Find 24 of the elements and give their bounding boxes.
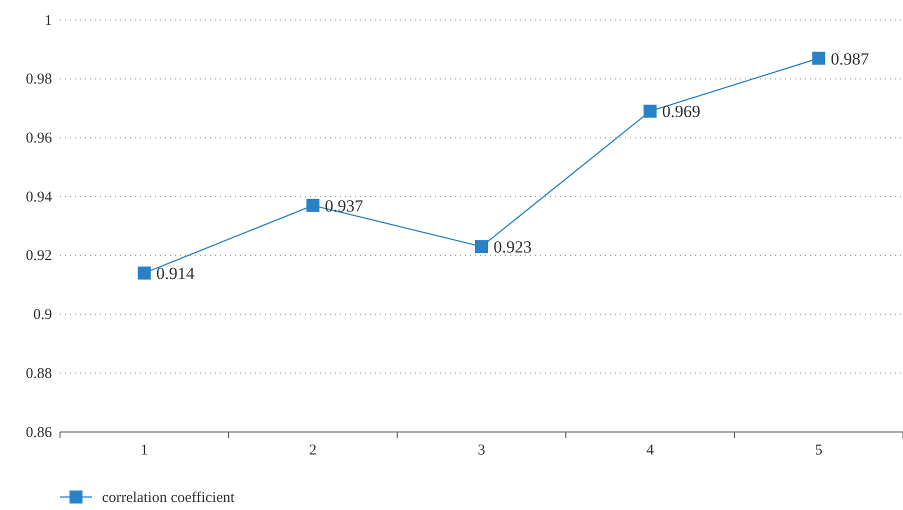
point — [306, 198, 320, 212]
data-label: 0.987 — [830, 49, 870, 68]
y-tick-label: 0.96 — [26, 130, 52, 147]
x-tick-label: 5 — [814, 442, 822, 459]
data-label: 0.914 — [156, 264, 196, 284]
point — [812, 52, 826, 65]
data-label: 0.969 — [662, 102, 700, 122]
x-tick-label: 3 — [478, 442, 486, 459]
x-tick-label: 4 — [646, 442, 654, 459]
y-tick-label: 0.88 — [26, 366, 52, 382]
y-tick-label: 0.86 — [26, 424, 52, 441]
y-tick-label: 0.94 — [26, 189, 52, 206]
data-label: 0.923 — [494, 238, 532, 257]
point — [138, 266, 151, 280]
point — [475, 240, 488, 254]
data-label: 0.937 — [324, 196, 364, 216]
x-tick-label: 1 — [140, 442, 148, 459]
point — [644, 104, 657, 118]
legend-label: correlation coefficient — [102, 490, 236, 506]
y-tick-label: 1 — [44, 12, 52, 29]
y-tick-label: 0.92 — [26, 248, 52, 264]
y-tick-label: 0.98 — [26, 72, 52, 88]
x-tick-label: 2 — [309, 442, 317, 459]
y-tick-label: 0.9 — [33, 307, 52, 324]
